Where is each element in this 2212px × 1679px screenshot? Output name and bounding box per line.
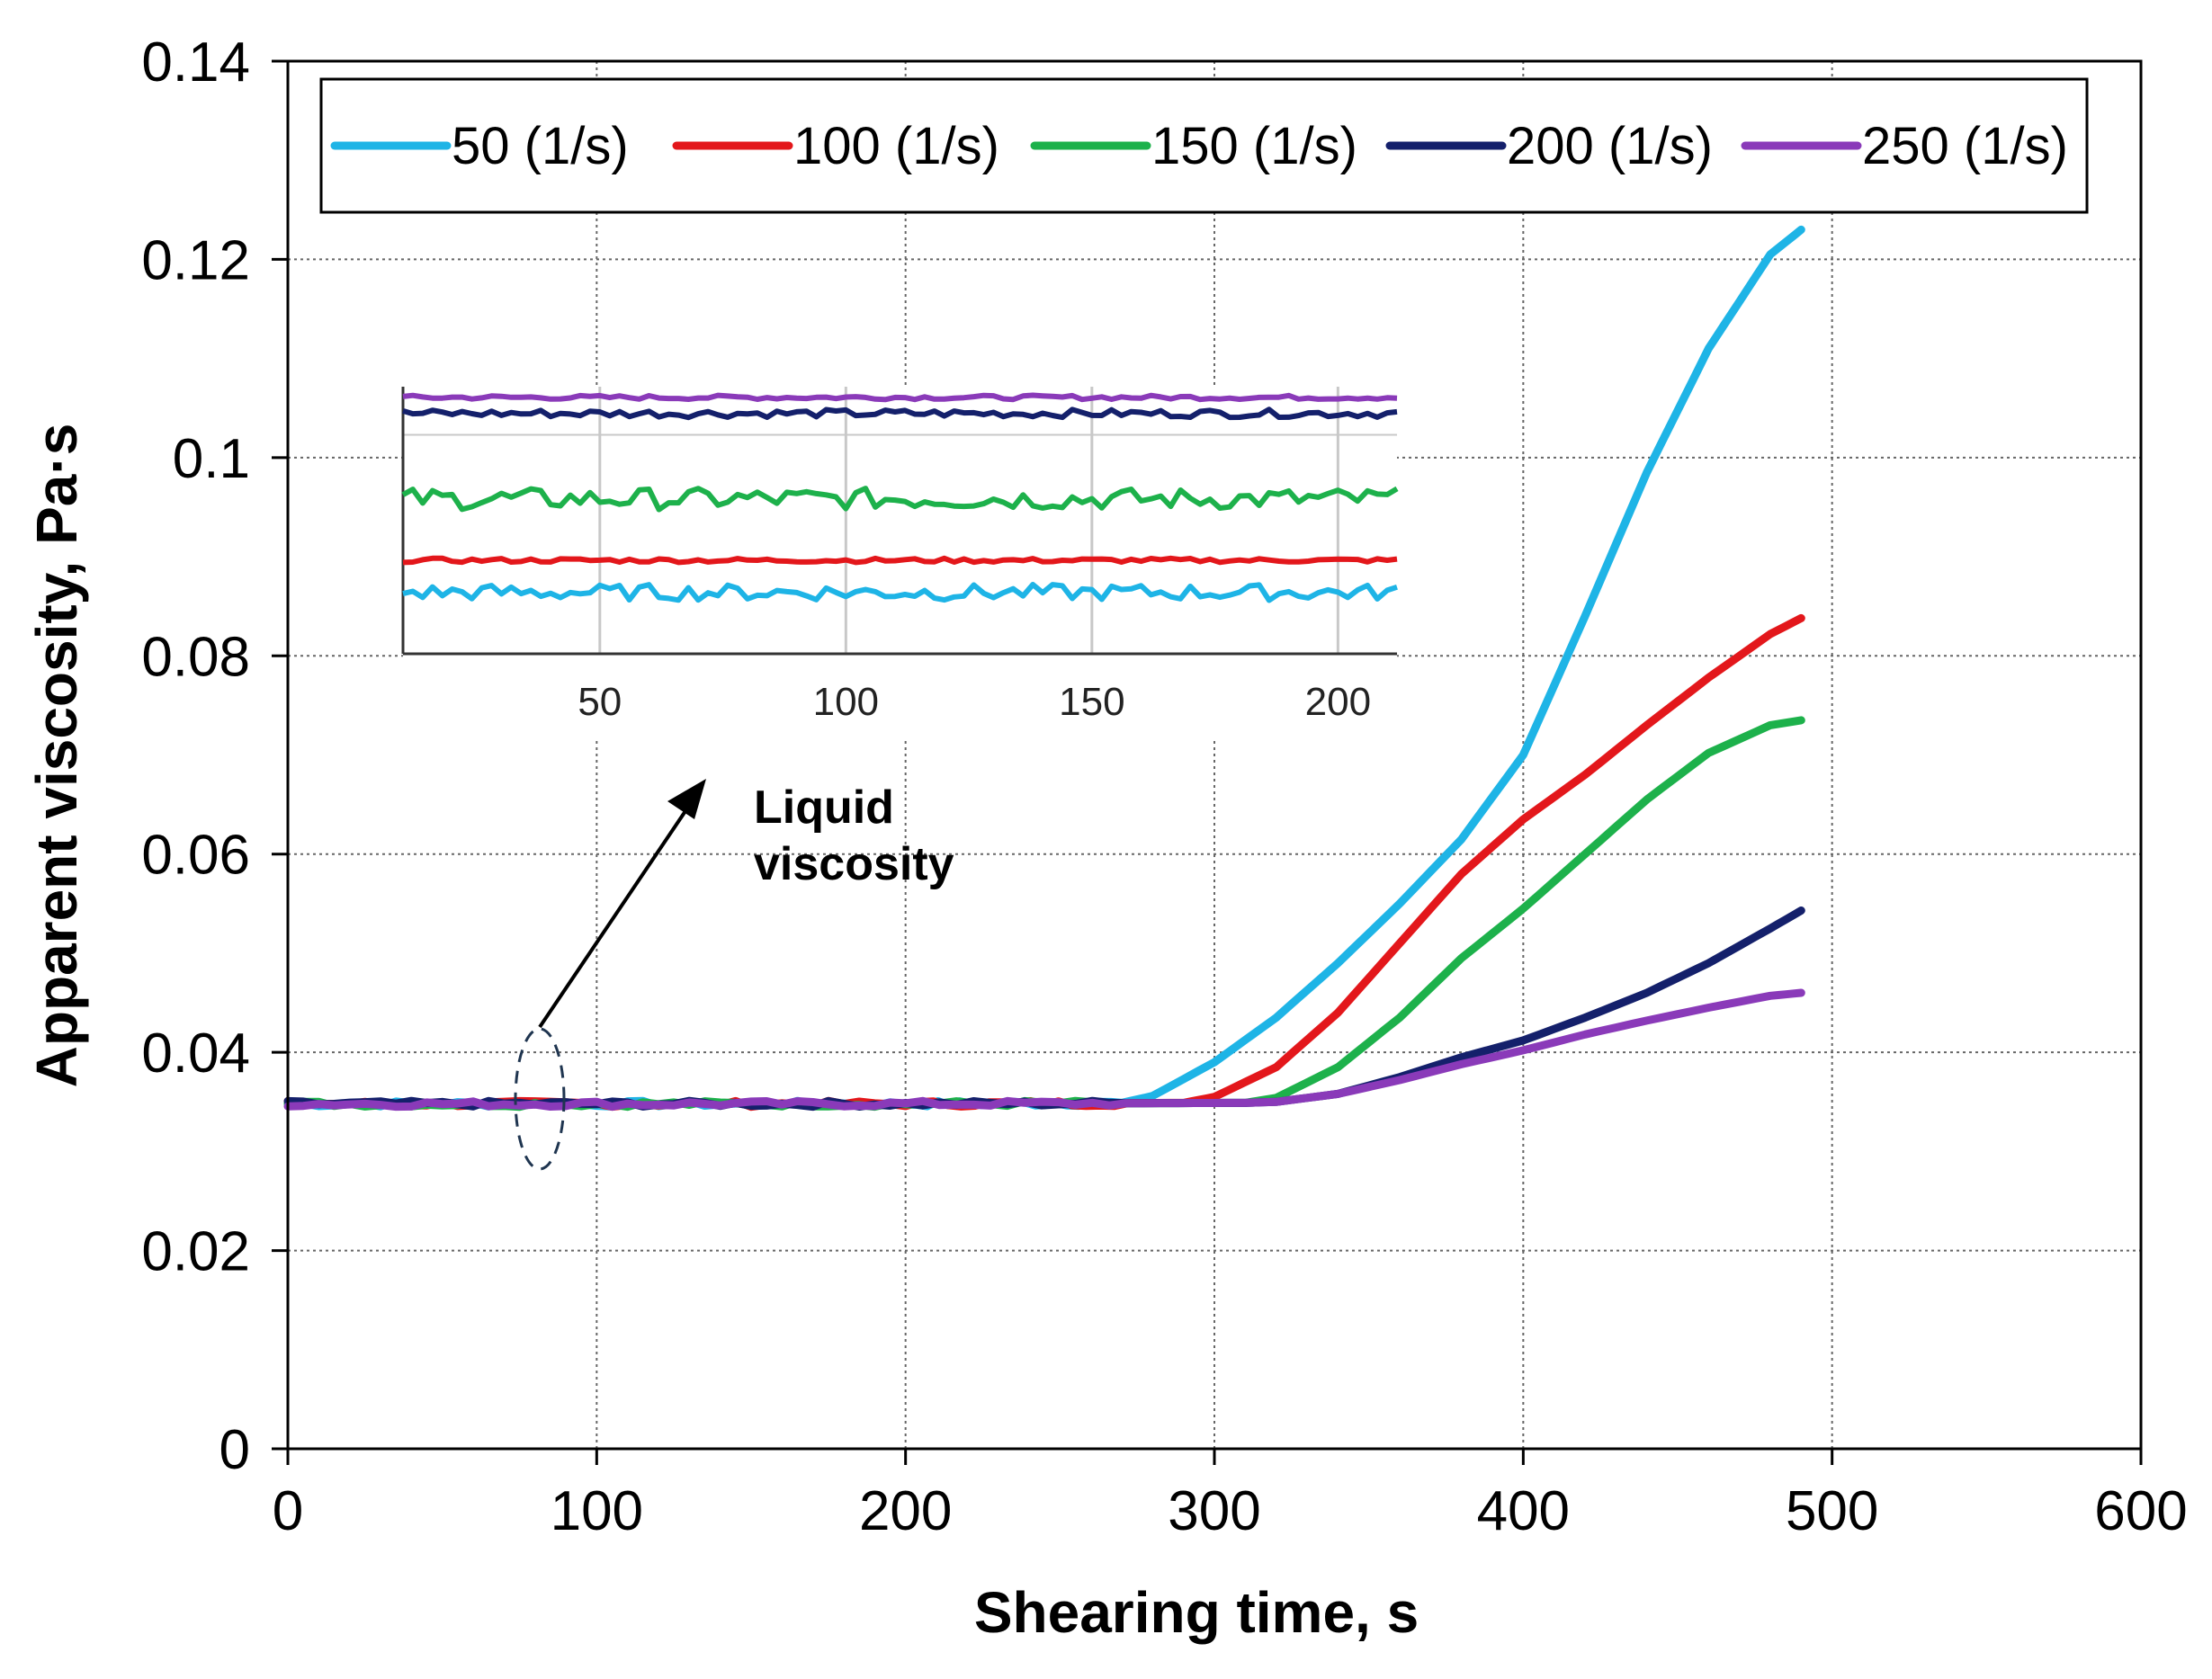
x-tick-label-200: 200 xyxy=(859,1480,952,1542)
y-tick-label-0-08: 0.08 xyxy=(141,626,250,688)
axes: 0 100 200 300 400 500 600 0 0.02 0.04 0.06 0.08 0.1 0… xyxy=(141,31,2187,1542)
y-tick-label-0-02: 0.02 xyxy=(141,1221,250,1283)
inset-series-150-1-s xyxy=(401,486,1399,513)
y-tick-label-0-1: 0.1 xyxy=(173,428,250,490)
liquid-viscosity-ellipse xyxy=(514,1027,566,1171)
grid xyxy=(288,61,2141,1449)
x-tick-label-500: 500 xyxy=(1786,1480,1878,1542)
y-tick-label-0-04: 0.04 xyxy=(141,1023,250,1085)
annotation-line2: viscosity xyxy=(754,838,954,890)
y-tick-label-0: 0 xyxy=(219,1419,250,1481)
legend-label-150-1-s: 150 (1/s) xyxy=(1151,117,1357,175)
legend-label-250-1-s: 250 (1/s) xyxy=(1862,117,2068,175)
legend: 50 (1/s) 100 (1/s) 150 (1/s) 200 (1/s) 250 (… xyxy=(319,77,2089,214)
y-tick-label-0-12: 0.12 xyxy=(141,229,250,291)
inset-series-250-1-s xyxy=(402,392,1398,403)
legend-label-100-1-s: 100 (1/s) xyxy=(793,117,999,175)
inset-x-tick-label-200: 200 xyxy=(1305,680,1371,724)
x-axis-title: Shearing time, s xyxy=(974,1580,1419,1645)
legend-label-50-1-s: 50 (1/s) xyxy=(452,117,629,175)
y-tick-label-0-14: 0.14 xyxy=(141,31,250,94)
annotation-arrow-head xyxy=(667,779,706,819)
series-line-250-1-s xyxy=(283,988,1805,1112)
inset-x-tick-label-100: 100 xyxy=(813,680,879,724)
x-tick-label-300: 300 xyxy=(1168,1480,1260,1542)
legend-label-200-1-s: 200 (1/s) xyxy=(1507,117,1713,175)
annotation: Liquid viscosity xyxy=(514,779,954,1171)
inset-x-tick-label-50: 50 xyxy=(578,680,622,724)
annotation-line1: Liquid xyxy=(754,781,894,834)
series-lines xyxy=(283,225,1805,1112)
x-tick-label-0: 0 xyxy=(273,1480,303,1542)
y-axis-title: Apparent viscosity, Pa·s xyxy=(24,424,89,1088)
inset-plot: 50 100 150 200 xyxy=(401,387,1399,739)
series-line-200-1-s xyxy=(283,906,1805,1112)
x-tick-label-600: 600 xyxy=(2094,1480,2187,1542)
inset-x-tick-label-150: 150 xyxy=(1059,680,1124,724)
y-tick-label-0-06: 0.06 xyxy=(141,825,250,887)
inset-series-100-1-s xyxy=(402,555,1398,566)
annotation-arrow-line xyxy=(538,799,694,1029)
x-tick-label-100: 100 xyxy=(551,1480,643,1542)
inset-series-200-1-s xyxy=(402,406,1398,421)
inset-series-50-1-s xyxy=(402,582,1398,603)
x-tick-label-400: 400 xyxy=(1477,1480,1570,1542)
